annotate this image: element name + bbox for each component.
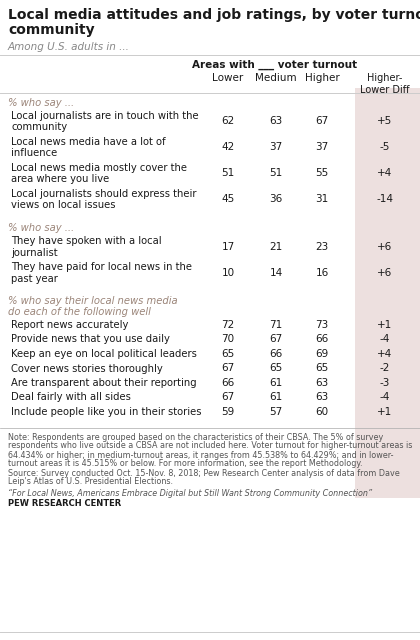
Text: % who say ...: % who say ... xyxy=(8,98,74,108)
Text: Lower: Lower xyxy=(213,73,244,83)
Text: 17: 17 xyxy=(221,241,235,252)
Text: 16: 16 xyxy=(315,268,328,278)
Text: 66: 66 xyxy=(315,334,328,344)
Text: Local news media have a lot of: Local news media have a lot of xyxy=(11,137,165,147)
Text: Local journalists are in touch with the: Local journalists are in touch with the xyxy=(11,111,199,121)
Text: % who say their local news media: % who say their local news media xyxy=(8,296,178,306)
Text: +4: +4 xyxy=(378,349,393,359)
Text: 36: 36 xyxy=(269,195,283,205)
Text: Include people like you in their stories: Include people like you in their stories xyxy=(11,407,202,417)
Text: 61: 61 xyxy=(269,378,283,388)
Text: area where you live: area where you live xyxy=(11,175,109,184)
Text: 59: 59 xyxy=(221,407,235,417)
Text: journalist: journalist xyxy=(11,248,58,257)
Text: 67: 67 xyxy=(269,334,283,344)
Text: -4: -4 xyxy=(380,392,390,403)
Text: +4: +4 xyxy=(378,168,393,179)
Text: 55: 55 xyxy=(315,168,328,179)
Text: 65: 65 xyxy=(269,364,283,373)
Text: 66: 66 xyxy=(269,349,283,359)
Text: do each of the following well: do each of the following well xyxy=(8,307,151,317)
Text: Among U.S. adults in ...: Among U.S. adults in ... xyxy=(8,42,130,52)
Text: 37: 37 xyxy=(315,143,328,152)
Text: 10: 10 xyxy=(221,268,234,278)
Text: Local media attitudes and job ratings, by voter turnout in: Local media attitudes and job ratings, b… xyxy=(8,8,420,22)
Text: 51: 51 xyxy=(221,168,235,179)
Text: respondents who live outside a CBSA are not included here. Voter turnout for hig: respondents who live outside a CBSA are … xyxy=(8,442,412,451)
Text: 70: 70 xyxy=(221,334,234,344)
Text: They have paid for local news in the: They have paid for local news in the xyxy=(11,262,192,272)
Text: 66: 66 xyxy=(221,378,235,388)
Text: +5: +5 xyxy=(378,116,393,127)
Text: +1: +1 xyxy=(378,407,393,417)
Text: They have spoken with a local: They have spoken with a local xyxy=(11,236,162,246)
Text: 61: 61 xyxy=(269,392,283,403)
Text: -14: -14 xyxy=(376,195,394,205)
Text: community: community xyxy=(8,23,95,37)
Text: -3: -3 xyxy=(380,378,390,388)
Text: Areas with ___ voter turnout: Areas with ___ voter turnout xyxy=(192,60,357,70)
Text: turnout areas it is 45.515% or below. For more information, see the report Metho: turnout areas it is 45.515% or below. Fo… xyxy=(8,460,362,468)
Text: 45: 45 xyxy=(221,195,235,205)
Text: Leip's Atlas of U.S. Presidential Elections.: Leip's Atlas of U.S. Presidential Electi… xyxy=(8,477,173,486)
Text: Report news accurately: Report news accurately xyxy=(11,320,129,330)
Text: PEW RESEARCH CENTER: PEW RESEARCH CENTER xyxy=(8,499,121,508)
Text: Higher-
Lower Diff: Higher- Lower Diff xyxy=(360,73,410,95)
Text: -5: -5 xyxy=(380,143,390,152)
Text: +1: +1 xyxy=(378,320,393,330)
Text: 23: 23 xyxy=(315,241,328,252)
Text: Are transparent about their reporting: Are transparent about their reporting xyxy=(11,378,197,388)
Text: % who say ...: % who say ... xyxy=(8,223,74,233)
Text: 67: 67 xyxy=(315,116,328,127)
Text: 64.434% or higher; in medium-turnout areas, it ranges from 45.538% to 64.429%; a: 64.434% or higher; in medium-turnout are… xyxy=(8,451,394,460)
Text: 65: 65 xyxy=(221,349,235,359)
Text: 60: 60 xyxy=(315,407,328,417)
Text: 71: 71 xyxy=(269,320,283,330)
Text: +6: +6 xyxy=(378,268,393,278)
Text: 72: 72 xyxy=(221,320,235,330)
Text: 21: 21 xyxy=(269,241,283,252)
Text: Note: Respondents are grouped based on the characteristics of their CBSA. The 5%: Note: Respondents are grouped based on t… xyxy=(8,433,383,442)
Text: 63: 63 xyxy=(315,392,328,403)
Text: 14: 14 xyxy=(269,268,283,278)
Text: 37: 37 xyxy=(269,143,283,152)
Text: -2: -2 xyxy=(380,364,390,373)
Text: 31: 31 xyxy=(315,195,328,205)
Text: 42: 42 xyxy=(221,143,235,152)
Bar xyxy=(355,88,420,498)
Text: Cover news stories thoroughly: Cover news stories thoroughly xyxy=(11,364,163,374)
Text: “For Local News, Americans Embrace Digital but Still Want Strong Community Conne: “For Local News, Americans Embrace Digit… xyxy=(8,488,372,497)
Text: 63: 63 xyxy=(269,116,283,127)
Text: 69: 69 xyxy=(315,349,328,359)
Text: 67: 67 xyxy=(221,364,235,373)
Text: 51: 51 xyxy=(269,168,283,179)
Text: Higher: Higher xyxy=(304,73,339,83)
Text: 63: 63 xyxy=(315,378,328,388)
Text: views on local issues: views on local issues xyxy=(11,200,116,211)
Text: 65: 65 xyxy=(315,364,328,373)
Text: Local news media mostly cover the: Local news media mostly cover the xyxy=(11,163,187,173)
Text: Provide news that you use daily: Provide news that you use daily xyxy=(11,335,170,344)
Text: 73: 73 xyxy=(315,320,328,330)
Text: Keep an eye on local political leaders: Keep an eye on local political leaders xyxy=(11,349,197,359)
Text: influence: influence xyxy=(11,148,57,159)
Text: -4: -4 xyxy=(380,334,390,344)
Text: past year: past year xyxy=(11,273,58,284)
Text: Medium: Medium xyxy=(255,73,297,83)
Text: community: community xyxy=(11,122,67,132)
Text: Local journalists should express their: Local journalists should express their xyxy=(11,189,197,199)
Text: 57: 57 xyxy=(269,407,283,417)
Text: Deal fairly with all sides: Deal fairly with all sides xyxy=(11,392,131,403)
Text: Source: Survey conducted Oct. 15-Nov. 8, 2018; Pew Research Center analysis of d: Source: Survey conducted Oct. 15-Nov. 8,… xyxy=(8,468,400,477)
Text: 67: 67 xyxy=(221,392,235,403)
Text: 62: 62 xyxy=(221,116,235,127)
Text: +6: +6 xyxy=(378,241,393,252)
